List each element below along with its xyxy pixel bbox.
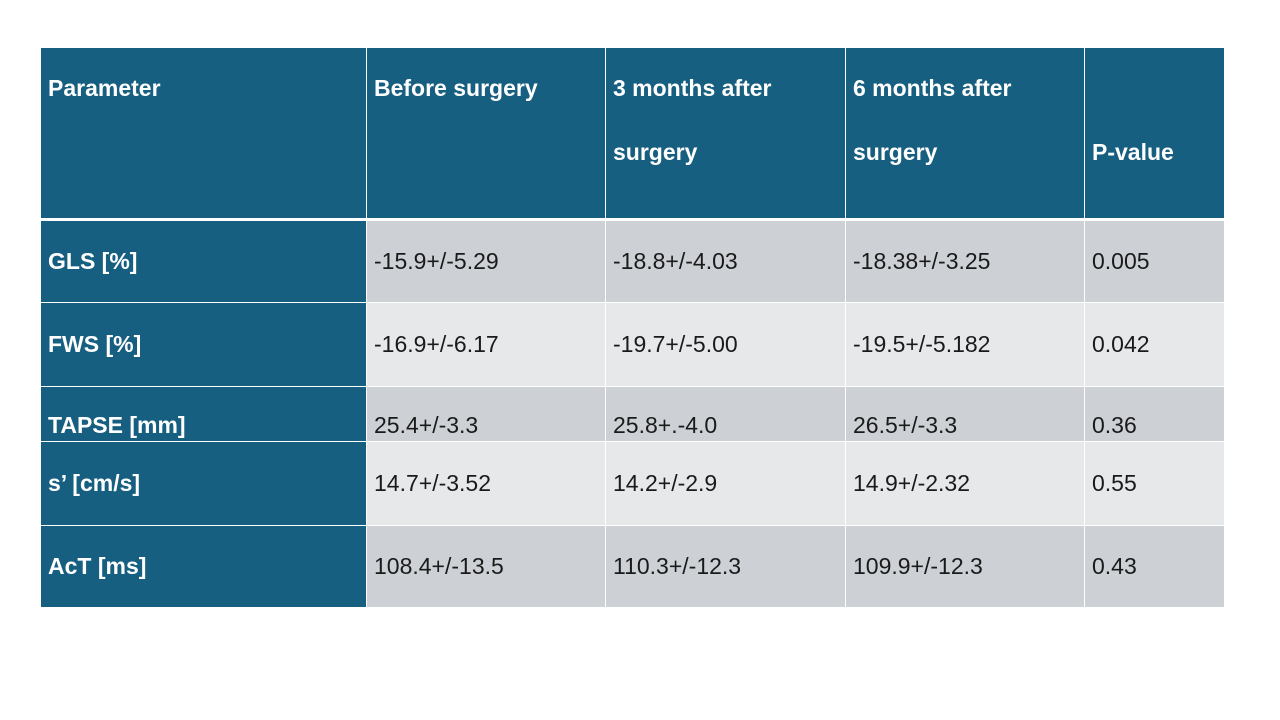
value-cell: 0.042 [1084,302,1225,387]
table-row: s’ [cm/s] 14.7+/-3.52 14.2+/-2.9 14.9+/-2.3… [40,441,1225,526]
value-cell: 109.9+/-12.3 [845,525,1085,608]
value-cell: -15.9+/-5.29 [366,219,606,303]
table-row: GLS [%] -15.9+/-5.29 -18.8+/-4.03 -18.38+/-… [40,219,1225,303]
value-cell: 14.9+/-2.32 [845,441,1085,526]
value-cell: 14.2+/-2.9 [605,441,846,526]
parameter-cell: s’ [cm/s] [40,441,367,526]
header-cell: Before surgery [366,47,606,220]
table-row: TAPSE [mm] 25.4+/-3.3 25.8+.-4.0 26.5+/-3.3… [40,386,1225,442]
value-cell: 0.005 [1084,219,1225,303]
data-table: Parameter Before surgery 3 months after su… [40,47,1225,608]
value-cell: 14.7+/-3.52 [366,441,606,526]
value-cell: -19.7+/-5.00 [605,302,846,387]
header-cell: P-value [1084,47,1225,220]
value-cell: -16.9+/-6.17 [366,302,606,387]
value-cell: 110.3+/-12.3 [605,525,846,608]
table-row: FWS [%] -16.9+/-6.17 -19.7+/-5.00 -19.5+/-5… [40,302,1225,387]
parameter-cell: TAPSE [mm] [40,386,367,442]
header-cell: Parameter [40,47,367,220]
header-cell: 3 months after surgery [605,47,846,220]
value-cell: 0.55 [1084,441,1225,526]
table-row: AcT [ms] 108.4+/-13.5 110.3+/-12.3 109.9+/-… [40,525,1225,608]
parameter-cell: GLS [%] [40,219,367,303]
header-cell: 6 months after surgery [845,47,1085,220]
value-cell: 25.8+.-4.0 [605,386,846,442]
value-cell: -18.8+/-4.03 [605,219,846,303]
header-row: Parameter Before surgery 3 months after su… [40,47,1225,220]
value-cell: 25.4+/-3.3 [366,386,606,442]
value-cell: 0.43 [1084,525,1225,608]
parameter-cell: AcT [ms] [40,525,367,608]
value-cell: 108.4+/-13.5 [366,525,606,608]
value-cell: 26.5+/-3.3 [845,386,1085,442]
value-cell: 0.36 [1084,386,1225,442]
value-cell: -19.5+/-5.182 [845,302,1085,387]
parameter-cell: FWS [%] [40,302,367,387]
value-cell: -18.38+/-3.25 [845,219,1085,303]
